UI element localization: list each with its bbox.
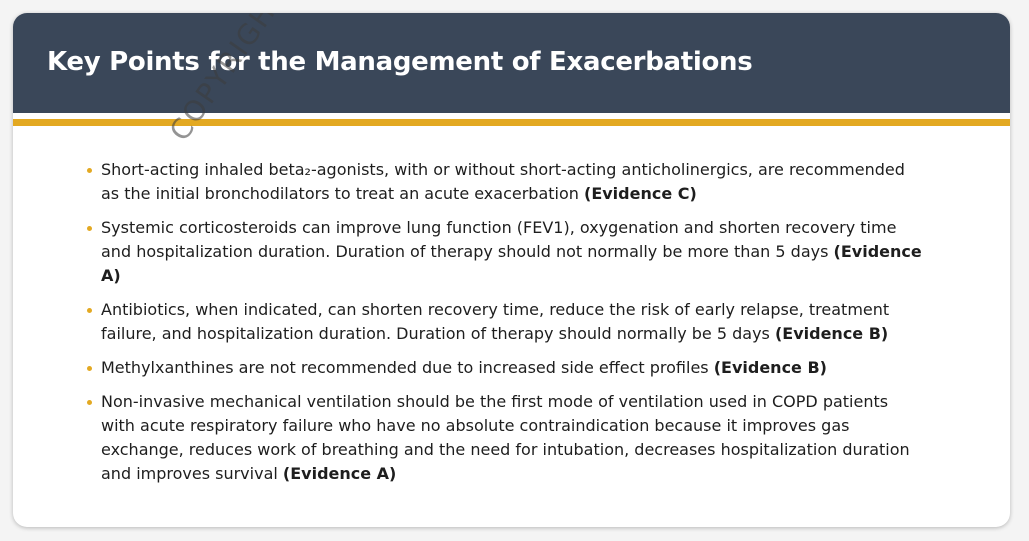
bullet-text: Methylxanthines are not recommended due … bbox=[101, 358, 714, 377]
slide-header: Key Points for the Management of Exacerb… bbox=[13, 13, 1010, 113]
evidence-level: (Evidence A) bbox=[101, 242, 922, 285]
bullet-item: Non-invasive mechanical ventilation shou… bbox=[87, 390, 927, 486]
evidence-level: (Evidence B) bbox=[713, 358, 827, 377]
evidence-level: (Evidence C) bbox=[584, 184, 697, 203]
evidence-level: (Evidence B) bbox=[774, 324, 889, 343]
bullet-item: Systemic corticosteroids can improve lun… bbox=[87, 216, 927, 288]
bullet-text: Antibiotics, when indicated, can shorten… bbox=[101, 300, 890, 343]
slide: Key Points for the Management of Exacerb… bbox=[13, 13, 1010, 527]
bullet-text: Systemic corticosteroids can improve lun… bbox=[101, 218, 897, 261]
accent-divider bbox=[13, 119, 1010, 126]
bullet-item: Short-acting inhaled beta₂-agonists, wit… bbox=[87, 158, 927, 206]
bullet-text: Non-invasive mechanical ventilation shou… bbox=[101, 392, 910, 483]
bullet-item: Methylxanthines are not recommended due … bbox=[87, 356, 927, 380]
bullet-item: Antibiotics, when indicated, can shorten… bbox=[87, 298, 927, 346]
slide-title: Key Points for the Management of Exacerb… bbox=[47, 47, 753, 77]
key-points-list: Short-acting inhaled beta₂-agonists, wit… bbox=[87, 158, 927, 496]
bullet-text: Short-acting inhaled beta₂-agonists, wit… bbox=[101, 160, 905, 203]
evidence-level: (Evidence A) bbox=[282, 464, 397, 483]
